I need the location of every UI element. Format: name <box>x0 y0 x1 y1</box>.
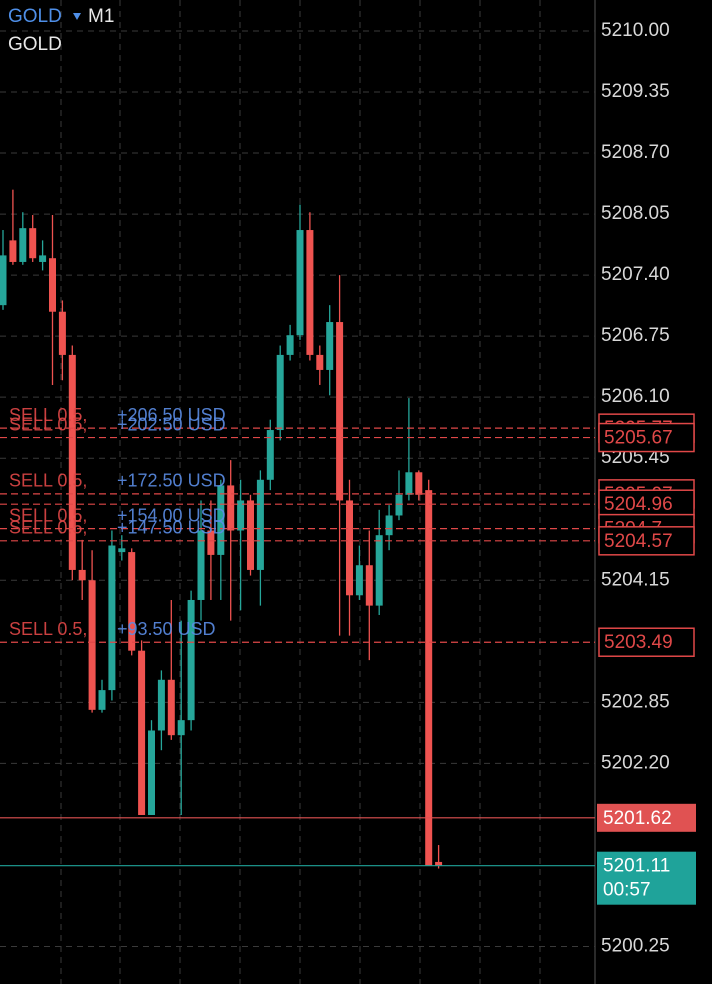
candle-body <box>39 255 47 262</box>
candle-body <box>227 485 235 531</box>
vertical-grid <box>60 0 541 984</box>
candle-body <box>68 354 76 570</box>
order-profit: +147.50 USD <box>117 518 226 538</box>
candle-body <box>118 548 126 553</box>
y-tick-label: 5207.40 <box>601 264 670 285</box>
candle-body <box>435 861 443 866</box>
candle-body <box>237 500 245 531</box>
countdown: 00:57 <box>603 880 651 901</box>
order-profit: +172.50 USD <box>117 471 226 491</box>
y-tick-label: 5208.70 <box>601 142 670 163</box>
candle-body <box>128 552 136 651</box>
y-tick-label: 5208.05 <box>601 203 670 224</box>
candle-body <box>365 565 373 606</box>
candle-body <box>0 255 7 306</box>
candle-body <box>197 530 205 600</box>
candle-body <box>395 494 403 516</box>
candle-body <box>98 690 106 710</box>
y-tick-label: 5202.20 <box>601 752 670 773</box>
candle-body <box>157 679 165 731</box>
order-label: SELL 0.5, <box>9 619 87 639</box>
candle-body <box>336 322 344 501</box>
candle-body <box>187 599 195 721</box>
y-tick-label: 5210.00 <box>601 20 670 41</box>
y-tick-label: 5206.10 <box>601 386 670 407</box>
order-price-box <box>598 627 695 657</box>
candle-body <box>256 479 264 570</box>
y-tick-label: 5200.25 <box>601 935 670 956</box>
candle-body <box>306 230 314 355</box>
subtitle: GOLD <box>8 34 62 55</box>
candle-body <box>296 230 304 336</box>
candle-body <box>286 335 294 355</box>
order-price: 5204.57 <box>604 531 673 552</box>
order-price-box <box>598 489 695 519</box>
symbol[interactable]: GOLD <box>8 6 62 27</box>
order-price: 5204.96 <box>604 494 673 515</box>
candle-body <box>177 720 185 736</box>
candle-body <box>148 730 155 815</box>
y-tick-label: 5202.85 <box>601 691 670 712</box>
candle-body <box>316 354 324 370</box>
candle-body <box>108 545 116 691</box>
order-label: SELL 0.5, <box>9 414 87 434</box>
order-price: 5205.67 <box>604 428 673 449</box>
candle-body <box>49 258 56 312</box>
order-price: 5203.49 <box>604 632 673 653</box>
candle-body <box>167 679 175 736</box>
timeframe[interactable]: M1 <box>88 6 114 27</box>
candle-body <box>9 240 17 262</box>
candle-body <box>425 490 433 866</box>
order-label: SELL 0.5, <box>9 405 87 425</box>
order-label: SELL 0.5, <box>9 505 87 525</box>
order-profit: +206.50 USD <box>117 405 226 425</box>
candle-body <box>247 500 254 570</box>
order-profit: +93.50 USD <box>117 619 216 639</box>
dropdown-icon[interactable] <box>73 13 81 20</box>
candle-body <box>415 472 423 495</box>
candle-body <box>207 530 215 555</box>
price-box <box>597 803 696 832</box>
y-tick-label: 5206.75 <box>601 325 670 346</box>
y-tick-label: 5204.15 <box>601 569 670 590</box>
price-value: 5201.62 <box>603 808 672 829</box>
order-profit: +154.00 USD <box>117 505 226 525</box>
candle-body <box>78 569 86 581</box>
order-profit: +202.50 USD <box>117 414 226 434</box>
candle-body <box>58 311 66 355</box>
candle-body <box>19 228 27 262</box>
candle-body <box>346 500 353 596</box>
candle-body <box>385 515 393 536</box>
order-label: SELL 0.5, <box>9 471 87 491</box>
y-tick-label: 5205.45 <box>601 447 670 468</box>
candle-body <box>276 354 284 431</box>
candle-body <box>217 485 225 555</box>
candle-body <box>29 228 37 259</box>
price-value: 5201.11 <box>603 856 670 877</box>
candle-body <box>138 650 146 815</box>
order-price-box <box>598 422 695 453</box>
price-box <box>597 851 696 905</box>
candle-body <box>355 565 363 596</box>
candle-body <box>266 430 274 480</box>
candle-body <box>88 580 96 710</box>
order-label: SELL 0.5, <box>9 518 87 538</box>
candle-body <box>375 535 383 606</box>
candle-body <box>405 472 413 495</box>
y-tick-label: 5209.35 <box>601 81 670 102</box>
candle-body <box>326 322 334 370</box>
order-price-box <box>598 526 695 556</box>
